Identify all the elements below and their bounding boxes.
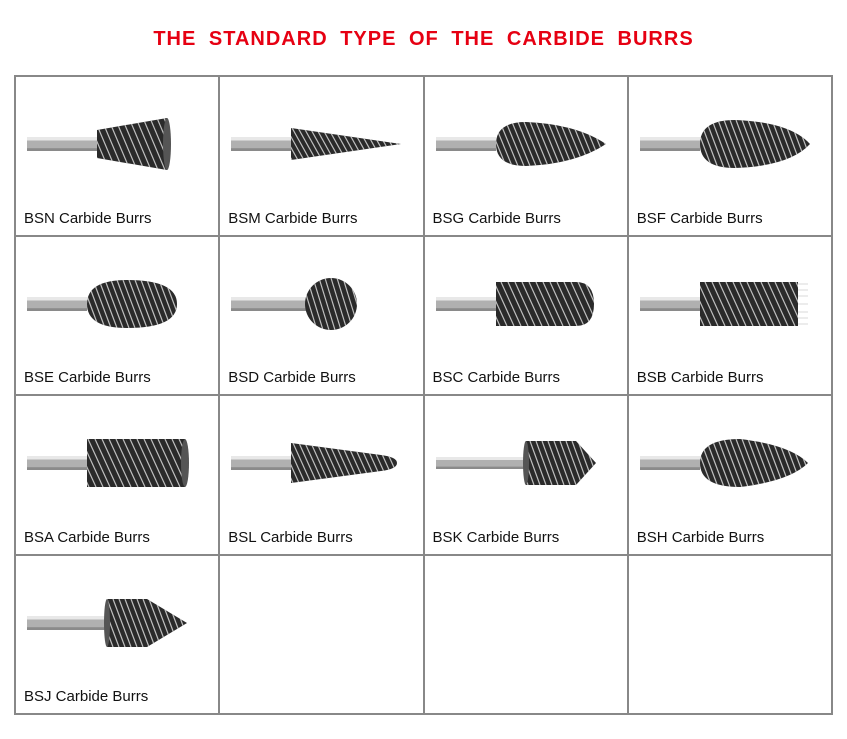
burr-cell: BSB Carbide Burrs [628,236,832,396]
burr-image [228,245,414,364]
burr-label: BSD Carbide Burrs [228,363,414,386]
burr-cell: BSC Carbide Burrs [424,236,628,396]
burr-cell [219,555,423,715]
burr-cell: BSM Carbide Burrs [219,76,423,236]
burr-cell: BSE Carbide Burrs [15,236,219,396]
burr-cell: BSL Carbide Burrs [219,395,423,555]
burr-cell: BSD Carbide Burrs [219,236,423,396]
burr-image [433,85,619,204]
burr-image [24,404,210,523]
burr-label: BSB Carbide Burrs [637,363,823,386]
burr-cell: BSG Carbide Burrs [424,76,628,236]
burr-label [228,699,414,705]
burr-image [228,85,414,204]
burr-label [637,699,823,705]
burr-label [433,699,619,705]
burr-image [637,404,823,523]
burr-label: BSE Carbide Burrs [24,363,210,386]
burr-cell [424,555,628,715]
burr-image [637,85,823,204]
burr-label: BSN Carbide Burrs [24,204,210,227]
burr-label: BSC Carbide Burrs [433,363,619,386]
burr-cell [628,555,832,715]
burr-image [637,564,823,700]
burr-cell: BSH Carbide Burrs [628,395,832,555]
burr-label: BSK Carbide Burrs [433,523,619,546]
burr-label: BSM Carbide Burrs [228,204,414,227]
burr-cell: BSK Carbide Burrs [424,395,628,555]
burr-label: BSL Carbide Burrs [228,523,414,546]
burr-label: BSA Carbide Burrs [24,523,210,546]
burr-image [637,245,823,364]
burr-label: BSF Carbide Burrs [637,204,823,227]
burr-image [228,564,414,700]
burr-label: BSJ Carbide Burrs [24,682,210,705]
burr-cell: BSF Carbide Burrs [628,76,832,236]
page-title: THE STANDARD TYPE OF THE CARBIDE BURRS [0,0,847,75]
burr-image [433,404,619,523]
burr-label: BSG Carbide Burrs [433,204,619,227]
burr-grid: BSN Carbide Burrs BSM Carbide Burrs BSG … [14,75,833,715]
burr-cell: BSA Carbide Burrs [15,395,219,555]
burr-image [433,564,619,700]
burr-cell: BSN Carbide Burrs [15,76,219,236]
burr-label: BSH Carbide Burrs [637,523,823,546]
burr-cell: BSJ Carbide Burrs [15,555,219,715]
burr-image [24,564,210,683]
burr-image [228,404,414,523]
burr-image [433,245,619,364]
burr-image [24,245,210,364]
burr-image [24,85,210,204]
